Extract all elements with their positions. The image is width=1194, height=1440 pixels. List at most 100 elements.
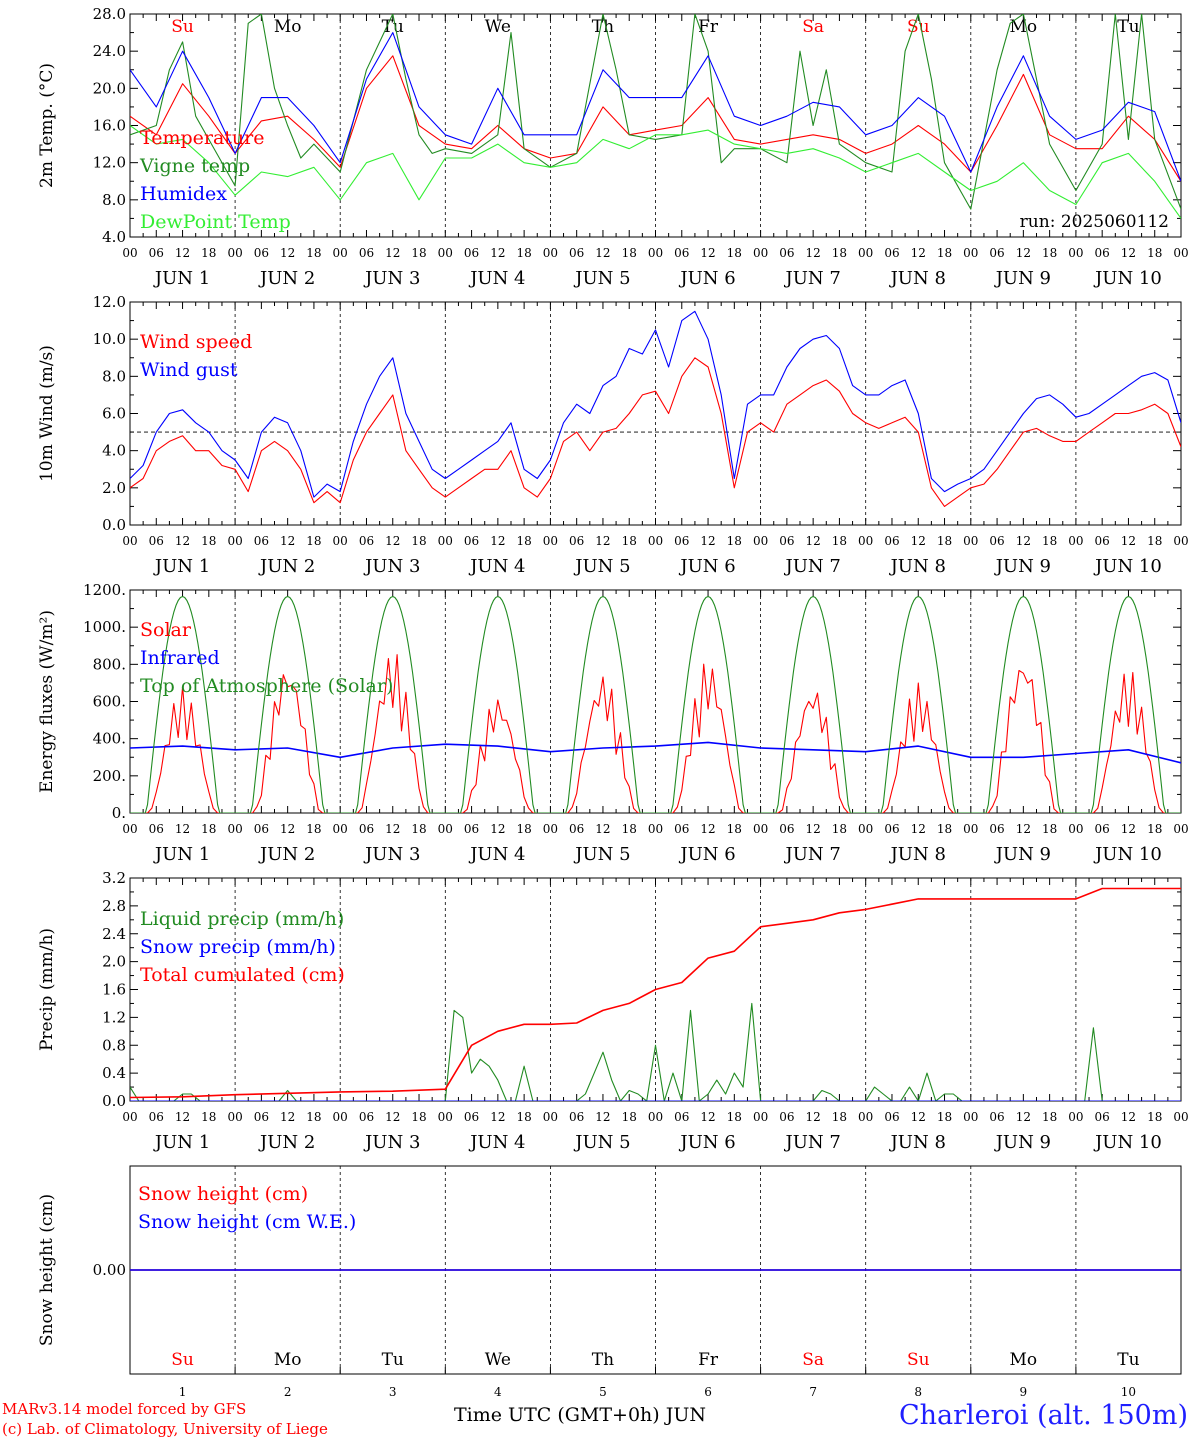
weekday-label: We bbox=[485, 1350, 511, 1370]
x-hour-label: 06 bbox=[464, 1110, 479, 1124]
x-date-label: JUN 5 bbox=[573, 268, 630, 289]
x-hour-label: 12 bbox=[175, 534, 190, 548]
x-hour-label: 12 bbox=[806, 822, 821, 836]
weekday-label: Mo bbox=[274, 1350, 302, 1370]
weekday-label: Su bbox=[907, 1350, 930, 1370]
x-hour-label: 18 bbox=[1042, 822, 1057, 836]
x-hour-label: 18 bbox=[937, 1110, 952, 1124]
y-tick-label: 16.0 bbox=[93, 117, 126, 135]
weekday-label: Mo bbox=[1010, 17, 1038, 37]
panel-precip: 0.0 0.4 0.8 1.2 1.6 2.0 2.4 2.8 3.2 Precip (mm/h)… bbox=[37, 869, 1189, 1153]
x-hour-label: 12 bbox=[911, 534, 926, 548]
x-hour-label: 00 bbox=[753, 246, 768, 260]
y-tick-label: 1.2 bbox=[102, 1008, 126, 1026]
legend-entry: Wind gust bbox=[140, 359, 238, 381]
x-hour-label: 12 bbox=[1121, 1110, 1136, 1124]
x-date-label: JUN 5 bbox=[573, 1132, 630, 1153]
x-hour-label: 06 bbox=[884, 822, 899, 836]
y-tick-label: 800. bbox=[93, 655, 126, 673]
x-hour-label: 18 bbox=[727, 246, 742, 260]
y-tick-label: 2.4 bbox=[102, 925, 126, 943]
x-hour-label: 12 bbox=[595, 822, 610, 836]
series-line-0 bbox=[130, 55, 1181, 182]
x-date-label: JUN 3 bbox=[363, 1132, 420, 1153]
x-hour-label: 00 bbox=[753, 1110, 768, 1124]
x-hour-label: 06 bbox=[254, 534, 269, 548]
x-date-label: JUN 10 bbox=[1093, 556, 1162, 577]
x-date-label: JUN 7 bbox=[783, 268, 840, 289]
series-line-0 bbox=[130, 1002, 1181, 1101]
weekday-label: We bbox=[485, 17, 511, 37]
legend-entry: Wind speed bbox=[140, 331, 252, 353]
x-hour-label: 06 bbox=[254, 246, 269, 260]
x-hour-label: 12 bbox=[1121, 534, 1136, 548]
x-date-label: JUN 3 bbox=[363, 268, 420, 289]
x-date-label: JUN 9 bbox=[994, 844, 1051, 865]
x-hour-label: 18 bbox=[1147, 246, 1162, 260]
x-hour-label: 12 bbox=[595, 1110, 610, 1124]
series-line-1 bbox=[130, 741, 1181, 764]
series-line-2 bbox=[130, 32, 1181, 182]
x-hour-label: 06 bbox=[779, 1110, 794, 1124]
x-hour-label: 18 bbox=[411, 246, 426, 260]
legend-entry: Solar bbox=[140, 619, 192, 641]
x-hour-label: 06 bbox=[569, 822, 584, 836]
x-hour-label: 06 bbox=[674, 534, 689, 548]
x-hour-label: 06 bbox=[254, 822, 269, 836]
y-tick-label: 4.0 bbox=[102, 228, 126, 246]
x-hour-label: 06 bbox=[359, 1110, 374, 1124]
x-hour-label: 12 bbox=[1121, 822, 1136, 836]
x-hour-label: 12 bbox=[1016, 1110, 1031, 1124]
x-hour-label: 00 bbox=[122, 534, 137, 548]
legend-entry: Snow height (cm) bbox=[138, 1183, 308, 1205]
run-label: run: 2025060112 bbox=[1020, 212, 1169, 232]
y-tick-label: 2.0 bbox=[102, 953, 126, 971]
x-hour-label: 12 bbox=[385, 822, 400, 836]
x-date-label: JUN 8 bbox=[889, 844, 946, 865]
x-hour-label: 06 bbox=[1095, 1110, 1110, 1124]
series-line-0 bbox=[130, 357, 1181, 507]
x-hour-label: 18 bbox=[1042, 246, 1057, 260]
legend-entry: Snow precip (mm/h) bbox=[140, 936, 336, 958]
x-hour-label: 00 bbox=[858, 822, 873, 836]
y-tick-label: 6.0 bbox=[102, 405, 126, 423]
x-date-label: JUN 9 bbox=[994, 268, 1051, 289]
weekday-label: Tu bbox=[1117, 1350, 1139, 1370]
x-hour-label: 06 bbox=[359, 822, 374, 836]
y-tick-label: 24.0 bbox=[93, 42, 126, 60]
x-hour-label: 06 bbox=[569, 1110, 584, 1124]
legend-entry: Snow height (cm W.E.) bbox=[138, 1211, 356, 1233]
x-hour-label: 18 bbox=[201, 822, 216, 836]
y-tick-label: 3.2 bbox=[102, 869, 126, 887]
x-hour-label: 12 bbox=[806, 534, 821, 548]
x-hour-label: 06 bbox=[254, 1110, 269, 1124]
x-hour-label: 12 bbox=[1016, 534, 1031, 548]
legend-entry: Top of Atmosphere (Solar) bbox=[140, 675, 393, 697]
x-date-label: JUN 6 bbox=[678, 268, 735, 289]
x-hour-label: 18 bbox=[411, 822, 426, 836]
x-hour-label: 18 bbox=[201, 534, 216, 548]
x-hour-label: 18 bbox=[1147, 822, 1162, 836]
x-date-label: JUN 2 bbox=[258, 844, 315, 865]
panel-snow: 0.00 Snow height (cm) Su 1 Mo 2 Tu 3 We 4 Th 5 Fr 6 Sa… bbox=[37, 1165, 1182, 1399]
x-hour-label: 06 bbox=[989, 246, 1004, 260]
lab-credit: (c) Lab. of Climatology, University of L… bbox=[2, 1420, 328, 1438]
x-date-label: JUN 2 bbox=[258, 556, 315, 577]
x-hour-label: 06 bbox=[1095, 822, 1110, 836]
x-hour-label: 18 bbox=[832, 534, 847, 548]
day-number-label: 5 bbox=[599, 1385, 607, 1399]
y-tick-label: 12.0 bbox=[93, 293, 126, 311]
x-date-label: JUN 6 bbox=[678, 844, 735, 865]
day-number-label: 7 bbox=[809, 1385, 817, 1399]
x-hour-label: 18 bbox=[201, 1110, 216, 1124]
x-hour-label: 00 bbox=[543, 246, 558, 260]
x-hour-label: 18 bbox=[516, 1110, 531, 1124]
x-hour-label: 12 bbox=[490, 534, 505, 548]
x-hour-label: 12 bbox=[385, 1110, 400, 1124]
time-axis-label: Time UTC (GMT+0h) JUN bbox=[454, 1404, 706, 1426]
x-date-label: JUN 2 bbox=[258, 1132, 315, 1153]
y-tick-label: 1.6 bbox=[102, 981, 126, 999]
x-hour-label: 00 bbox=[963, 246, 978, 260]
x-date-label: JUN 6 bbox=[678, 556, 735, 577]
